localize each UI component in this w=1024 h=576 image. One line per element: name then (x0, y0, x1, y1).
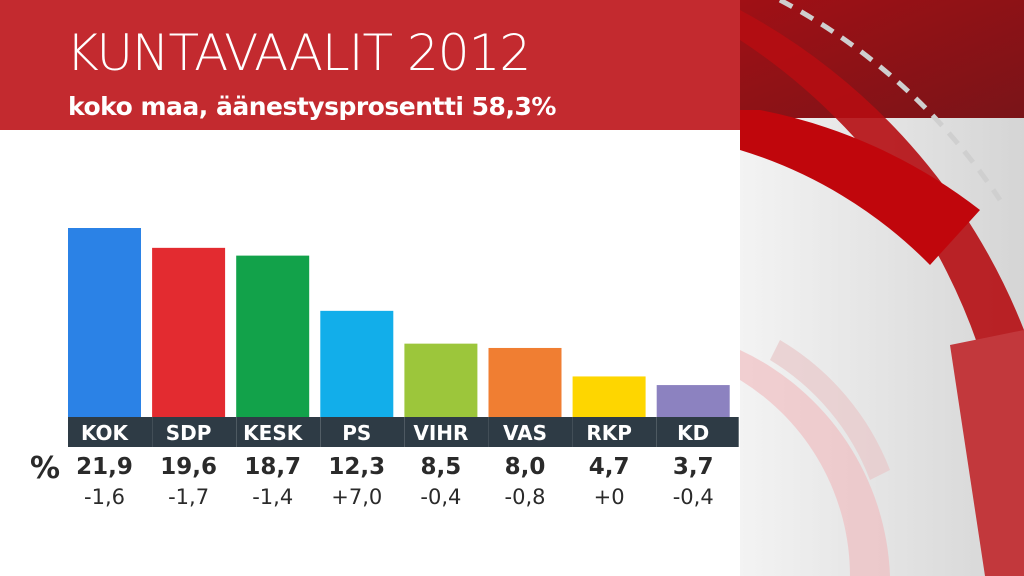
bar-ps (320, 310, 394, 417)
bar-rkp (572, 376, 646, 417)
category-label-bg (656, 417, 739, 447)
category-label-bg (236, 417, 321, 447)
category-label: RKP (586, 421, 632, 445)
change-label: -1,6 (84, 485, 125, 509)
value-label: 3,7 (673, 454, 714, 480)
change-label: -0,4 (673, 485, 714, 509)
category-label: VIHR (413, 421, 468, 445)
bar-kesk (236, 255, 310, 417)
change-label: -1,7 (168, 485, 209, 509)
bar-kd (656, 385, 730, 417)
decorative-arcs (740, 0, 1024, 576)
change-label: +0 (594, 485, 625, 509)
bar-chart: KOK 21,9 -1,6 SDP 19,6 -1,7 KESK 18,7 -1,4 PS 12,3… (30, 228, 739, 509)
category-label: KD (677, 421, 709, 445)
header-band: KUNTAVAALIT 2012 koko maa, äänestysprose… (0, 0, 760, 130)
percent-unit-label: % (30, 451, 60, 486)
value-label: 4,7 (589, 454, 630, 480)
category-label: KESK (243, 421, 304, 445)
category-label-bg (488, 417, 573, 447)
value-label: 8,5 (421, 454, 462, 480)
bar-kok (68, 228, 141, 417)
change-label: -0,8 (505, 485, 546, 509)
value-label: 18,7 (244, 454, 301, 480)
category-label: SDP (166, 421, 212, 445)
category-label-bg (68, 417, 152, 447)
category-label-bg (404, 417, 489, 447)
bar-vas (488, 347, 562, 417)
category-label: VAS (503, 421, 547, 445)
value-label: 8,0 (505, 454, 546, 480)
change-label: +7,0 (331, 485, 382, 509)
bar-sdp (152, 247, 226, 417)
value-label: 21,9 (76, 454, 133, 480)
category-label: PS (342, 421, 371, 445)
page-title: KUNTAVAALIT 2012 (66, 24, 531, 82)
category-label-bg (572, 417, 657, 447)
bar-vihr (404, 343, 478, 417)
page-subtitle: koko maa, äänestysprosentti 58,3% (68, 92, 556, 121)
value-label: 12,3 (328, 454, 385, 480)
category-label-bg (152, 417, 237, 447)
category-label-bg (320, 417, 405, 447)
category-label: KOK (81, 421, 130, 445)
change-label: -1,4 (252, 485, 293, 509)
change-label: -0,4 (420, 485, 461, 509)
value-label: 19,6 (160, 454, 217, 480)
